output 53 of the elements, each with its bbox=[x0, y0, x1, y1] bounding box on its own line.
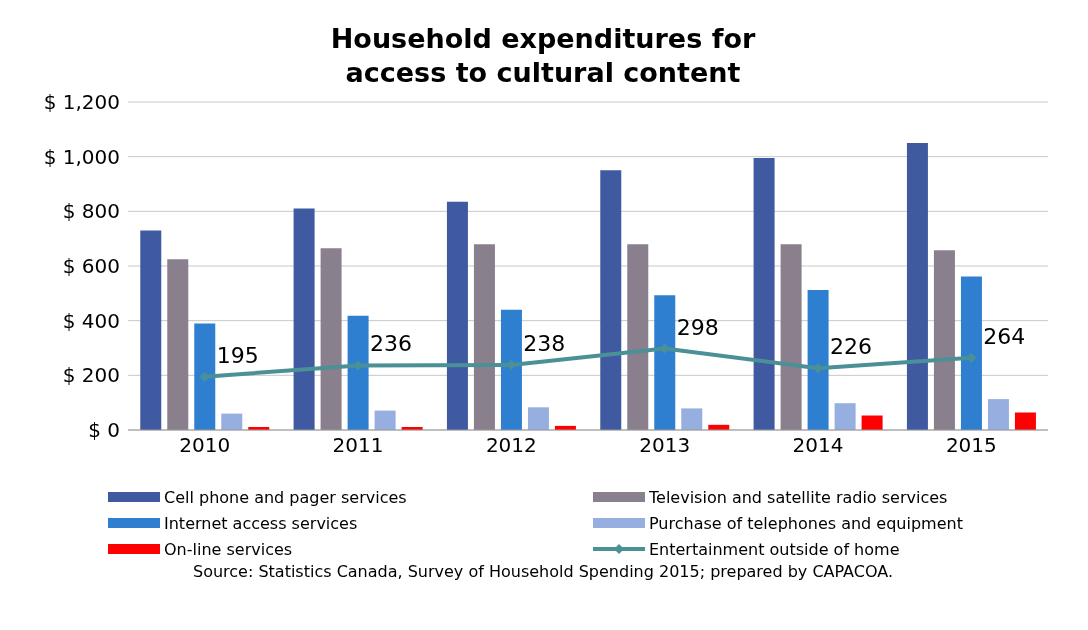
bar bbox=[446, 201, 468, 430]
data-label: 236 bbox=[370, 331, 412, 357]
bar bbox=[600, 170, 622, 430]
x-tick-label: 2011 bbox=[332, 433, 384, 458]
bar bbox=[374, 410, 396, 430]
data-label: 195 bbox=[216, 342, 259, 368]
legend-label: Purchase of telephones and equipment bbox=[649, 513, 963, 533]
legend-label: On-line services bbox=[164, 539, 293, 559]
bar bbox=[1014, 412, 1036, 430]
y-tick-label: $ 1,200 bbox=[43, 90, 120, 115]
y-tick-label: $ 600 bbox=[62, 254, 120, 279]
bar bbox=[473, 244, 495, 430]
bar bbox=[960, 276, 982, 430]
bar bbox=[221, 413, 243, 430]
legend-label: Entertainment outside of home bbox=[649, 539, 900, 559]
bar bbox=[933, 250, 955, 430]
bar bbox=[293, 208, 315, 430]
legend-label: Television and satellite radio services bbox=[649, 487, 948, 507]
y-tick-label: $ 0 bbox=[88, 418, 120, 443]
bar bbox=[753, 158, 775, 430]
data-label: 264 bbox=[983, 323, 1026, 349]
y-tick-label: $ 1,000 bbox=[43, 144, 120, 169]
legend-label: Cell phone and pager services bbox=[164, 487, 407, 507]
x-tick-label: 2010 bbox=[179, 433, 231, 458]
bar bbox=[627, 244, 649, 430]
bar bbox=[500, 309, 522, 430]
bar bbox=[347, 315, 369, 430]
x-tick-label: 2013 bbox=[639, 433, 691, 458]
bar bbox=[194, 323, 216, 430]
bar bbox=[906, 143, 928, 430]
bar bbox=[527, 407, 549, 430]
y-tick-label: $ 200 bbox=[62, 363, 120, 388]
bar bbox=[861, 415, 883, 430]
bar bbox=[834, 403, 856, 430]
x-tick-label: 2014 bbox=[792, 433, 844, 458]
data-label: 298 bbox=[676, 314, 719, 340]
bar bbox=[167, 259, 189, 430]
bar bbox=[654, 295, 676, 430]
bar bbox=[320, 248, 342, 430]
chart-title: Household expenditures for access to cultural content bbox=[329, 22, 757, 90]
source-note: Source: Statistics Canada, Survey of Household Spending 2015; prepared by CAPACOA. bbox=[191, 562, 894, 581]
bar bbox=[780, 244, 802, 430]
x-tick-label: 2012 bbox=[485, 433, 537, 458]
x-tick-label: 2015 bbox=[945, 433, 997, 458]
data-label: 238 bbox=[523, 330, 566, 356]
bar bbox=[140, 230, 162, 430]
bar bbox=[681, 408, 703, 430]
y-tick-label: $ 800 bbox=[62, 199, 120, 224]
y-tick-label: $ 400 bbox=[62, 308, 120, 333]
bar bbox=[987, 399, 1009, 430]
bar bbox=[807, 290, 829, 430]
legend-label: Internet access services bbox=[164, 513, 358, 533]
data-label: 226 bbox=[830, 334, 872, 360]
